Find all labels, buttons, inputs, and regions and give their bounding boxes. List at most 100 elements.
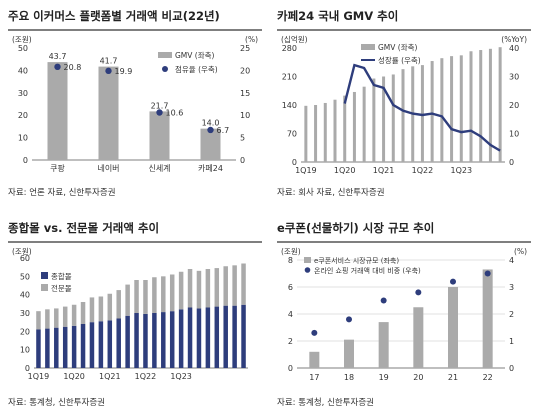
y2-tick-label: 4 <box>509 256 514 265</box>
panel-mall-gmv: 종합몰 vs. 전문몰 거래액 추이 0 10 20 30 40 50 60 (조원) 1Q19… <box>8 220 262 410</box>
x-tick-label: 1Q22 <box>135 372 157 381</box>
panel-platform-gmv: 주요 이커머스 플랫폼별 거래액 비교(22년) 0 10 20 30 40 50 0 5 10… <box>8 8 262 198</box>
x-tick-label: 18 <box>344 373 354 382</box>
share-point <box>346 316 352 323</box>
bar-gmv <box>459 55 463 163</box>
bar-specialty-mall <box>241 263 246 305</box>
y-tick-label: 40 <box>18 66 28 75</box>
bar-gmv <box>382 76 386 162</box>
y2-tick-label: 25 <box>240 44 250 53</box>
legend-swatch-specialty <box>41 284 48 291</box>
bar-general-mall <box>36 329 41 368</box>
bar-specialty-mall <box>36 311 41 330</box>
bar-specialty-mall <box>116 290 121 319</box>
y-tick-label: 2 <box>288 337 293 346</box>
bar-gmv <box>200 128 221 160</box>
bar-gmv <box>469 51 473 162</box>
bar-specialty-mall <box>125 284 130 316</box>
x-tick-label: 19 <box>379 373 389 382</box>
y2-axis-unit: (%) <box>245 35 258 44</box>
source-note: 자료: 회사 자료, 신한투자증권 <box>277 188 385 198</box>
bar-gmv <box>420 65 424 162</box>
legend-swatch-share <box>162 66 168 72</box>
legend-label-share: 온라인 쇼핑 거래액 대비 비중 (우축) <box>314 266 421 275</box>
bar-specialty-mall <box>62 306 68 327</box>
bar-general-mall <box>232 305 237 368</box>
share-point <box>380 297 387 304</box>
legend-label-gmv: GMV (좌축) <box>175 51 215 60</box>
bar-data-label: 14.0 <box>202 119 220 128</box>
share-point <box>105 67 112 75</box>
x-tick-label: 1Q23 <box>450 166 472 175</box>
chart-ecoupon: 0 2 4 6 8 0 1 2 3 4 (조원) (%) 17 18 19 20 21 22 e쿠폰서비스 시장규모… <box>281 247 527 382</box>
point-data-label: 20.8 <box>64 63 82 72</box>
y-tick-label: 0 <box>25 364 30 373</box>
bar-data-label: 43.7 <box>49 52 67 61</box>
x-tick-label: 1Q22 <box>412 166 434 175</box>
bar-general-mall <box>98 321 104 368</box>
bar-gmv <box>47 62 68 160</box>
bar-specialty-mall <box>89 297 95 323</box>
bar-general-mall <box>187 307 193 368</box>
panel-title: 주요 이커머스 플랫폼별 거래액 비교(22년) <box>8 9 220 23</box>
y-tick-label: 20 <box>18 111 28 120</box>
share-point <box>484 270 491 277</box>
share-point <box>415 289 422 296</box>
bar-general-mall <box>143 313 148 368</box>
y2-axis-unit: (%YoY) <box>501 35 527 44</box>
y-tick-label: 10 <box>20 346 30 355</box>
y-tick-label: 8 <box>288 256 293 265</box>
title-rule <box>277 241 531 243</box>
y-tick-label: 50 <box>18 44 28 53</box>
panel-cafe24-gmv: 카페24 국내 GMV 추이 0 70 140 210 280 0 10 20 30 40 (십억원… <box>277 8 531 198</box>
bar-general-mall <box>214 306 220 368</box>
legend-swatch-general <box>41 272 48 279</box>
y-tick-label: 6 <box>288 283 293 292</box>
bar-specialty-mall <box>71 304 77 326</box>
bar-general-mall <box>89 322 95 368</box>
y-tick-label: 4 <box>288 310 293 319</box>
legend-label-growth: 성장률 (우축) <box>378 55 421 65</box>
bar-gmv <box>323 102 327 162</box>
y-axis-unit: (조원) <box>281 247 301 256</box>
x-tick-label: 1Q20 <box>334 166 356 175</box>
bar-gmv <box>498 47 502 162</box>
bar-ecoupon-market <box>448 287 458 368</box>
bar-specialty-mall <box>134 280 139 313</box>
y2-tick-label: 30 <box>509 73 519 82</box>
bar-gmv <box>479 50 483 162</box>
y-tick-label: 210 <box>282 73 297 82</box>
y2-tick-label: 10 <box>509 130 519 139</box>
point-data-label: 10.6 <box>166 109 184 118</box>
x-tick-label: 22 <box>483 373 493 382</box>
y2-tick-label: 15 <box>240 89 250 98</box>
bar-ecoupon-market <box>482 269 493 368</box>
chart-cafe24-gmv: 0 70 140 210 280 0 10 20 30 40 (십억원) (%YoY) 1Q19 1Q20… <box>281 35 527 175</box>
bar-general-mall <box>54 327 59 368</box>
x-tick-label: 카페24 <box>198 163 223 173</box>
bar-gmv <box>343 95 347 162</box>
point-data-label: 6.7 <box>217 126 230 135</box>
title-rule <box>8 29 262 31</box>
y-tick-label: 280 <box>282 44 297 53</box>
bar-specialty-mall <box>45 309 50 329</box>
bar-general-mall <box>205 307 211 368</box>
y-tick-label: 50 <box>20 272 30 281</box>
y-tick-label: 30 <box>18 89 28 98</box>
bar-specialty-mall <box>54 308 59 328</box>
bar-general-mall <box>196 308 202 368</box>
bar-data-label: 41.7 <box>100 57 118 66</box>
legend-label-general: 종합몰 <box>51 272 72 281</box>
bar-gmv <box>333 99 337 162</box>
bar-general-mall <box>134 313 139 368</box>
x-tick-label: 1Q20 <box>63 372 85 381</box>
bar-gmv <box>440 58 444 162</box>
bar-specialty-mall <box>98 296 104 322</box>
bar-general-mall <box>161 312 166 368</box>
share-point <box>450 278 456 285</box>
bar-general-mall <box>80 324 86 368</box>
bar-gmv <box>450 56 454 163</box>
x-tick-label: 1Q19 <box>295 166 317 175</box>
y-tick-label: 70 <box>287 130 297 139</box>
